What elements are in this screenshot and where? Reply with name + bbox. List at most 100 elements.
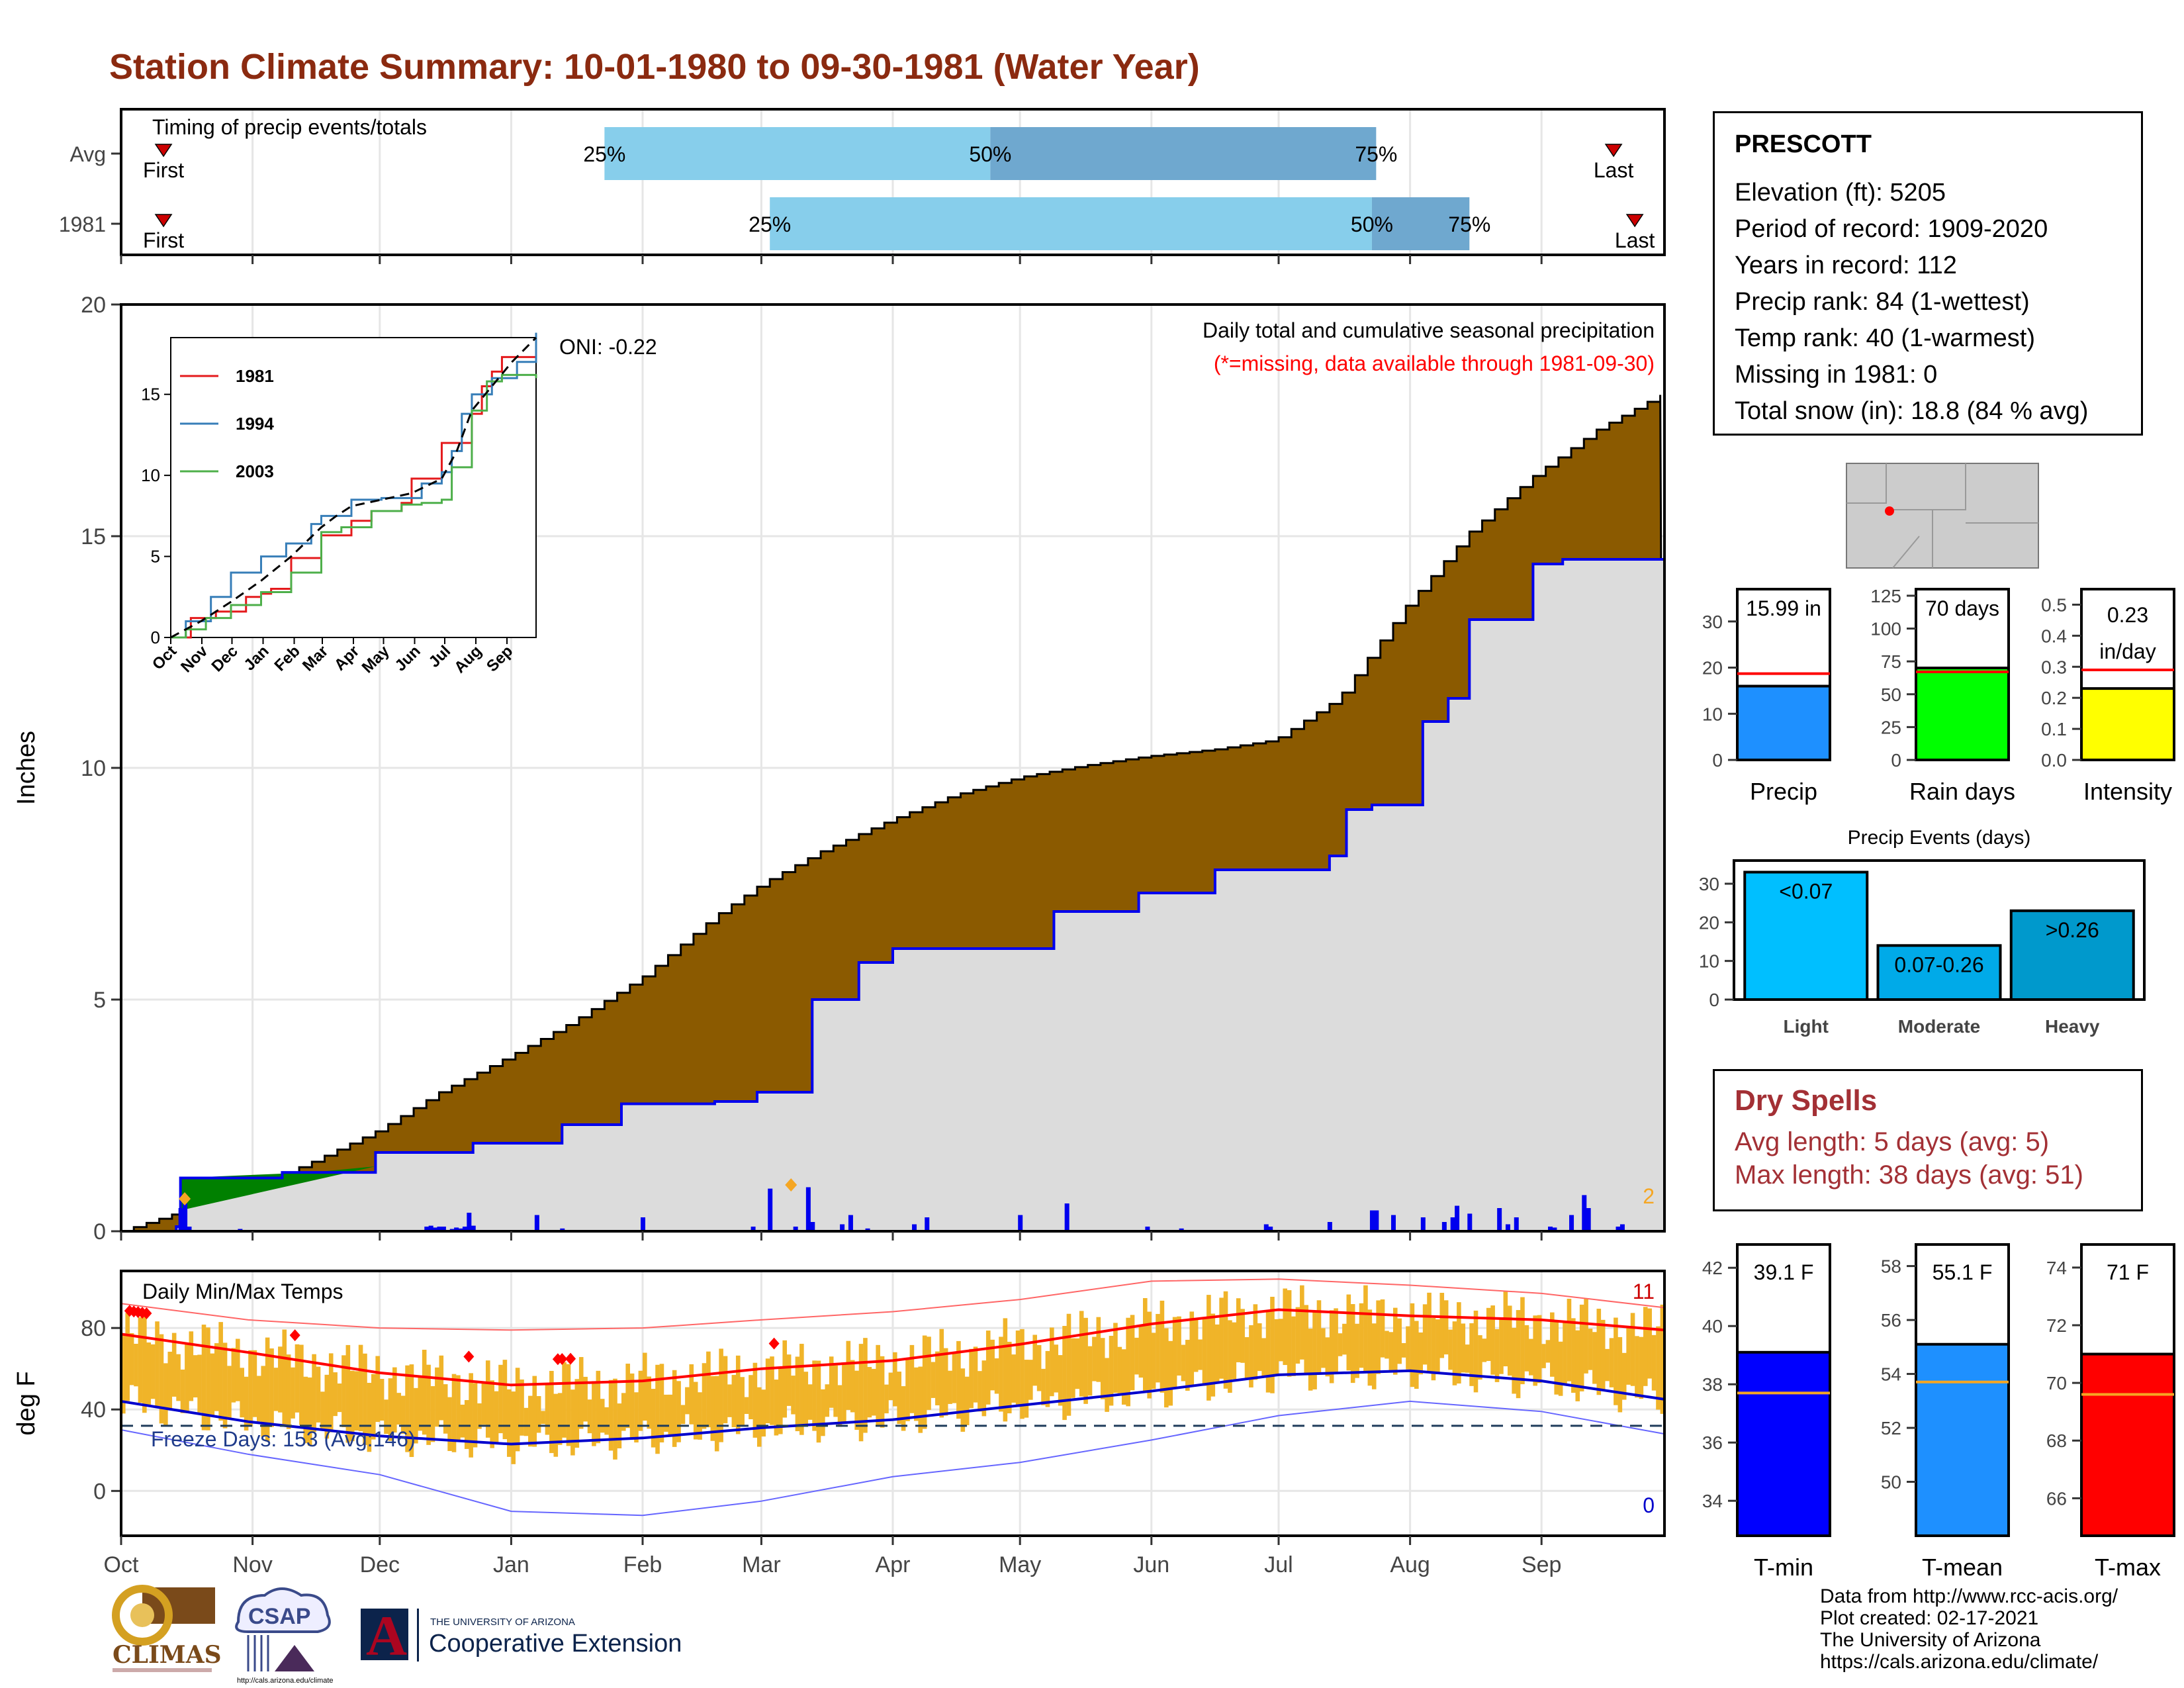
daily-temp-bar-144 [731, 1375, 737, 1427]
month-label-4: Feb [623, 1552, 662, 1577]
daily-temp-bar-186 [909, 1344, 915, 1413]
daily-temp-bar-55 [354, 1371, 359, 1431]
daily-temp-bar-231 [1100, 1338, 1105, 1399]
daily-temp-bar-27 [235, 1338, 240, 1401]
daily-temp-bar-253 [1193, 1319, 1199, 1372]
daily-temp-bar-130 [672, 1370, 677, 1447]
daily-temp-bar-203 [981, 1360, 987, 1417]
daily-temp-bar-343 [1575, 1330, 1580, 1401]
events-bar-label-0: <0.07 [1779, 880, 1833, 904]
daily-temp-bar-342 [1571, 1318, 1576, 1393]
temp-gauge-0-value-label: 39.1 F [1754, 1260, 1814, 1284]
ua-block-a: A [366, 1604, 407, 1667]
daily-temp-bar-206 [994, 1358, 999, 1394]
daily-precip-bar-52 [1619, 1224, 1625, 1231]
station-info-box: PRESCOTT Elevation (ft): 5205 Period of … [1713, 111, 2143, 436]
daily-temp-bar-114 [604, 1407, 609, 1435]
daily-temp-bar-134 [689, 1364, 694, 1425]
daily-precip-bar-15 [534, 1215, 539, 1231]
month-label-5: Mar [742, 1552, 781, 1577]
daily-temp-bar-189 [922, 1335, 927, 1429]
daily-precip-bar-28 [1018, 1215, 1023, 1231]
daily-temp-bar-71 [422, 1350, 427, 1435]
daily-temp-bar-5 [142, 1313, 147, 1413]
daily-temp-bar-136 [698, 1392, 702, 1440]
daily-temp-bar-174 [858, 1344, 864, 1442]
daily-precip-bar-5 [428, 1225, 433, 1231]
precip-gauge-2-ytick-label-5: 0.5 [2041, 594, 2067, 615]
dry-avg-length: Avg length: 5 days (avg: 5) [1735, 1127, 2050, 1156]
precip-note: Daily total and cumulative seasonal prec… [1203, 318, 1655, 342]
daily-temp-bar-143 [727, 1384, 732, 1417]
precip-gauge-1-ytick-label-5: 125 [1870, 586, 1901, 606]
daily-temp-bar-300 [1392, 1307, 1398, 1375]
daily-temp-bar-286 [1334, 1308, 1338, 1374]
precip-ytick-label-4: 20 [81, 293, 106, 318]
daily-precip-bar-48 [1569, 1215, 1574, 1231]
precip-gauge-0-ytick-label-1: 10 [1702, 704, 1723, 724]
month-label-8: Jun [1133, 1552, 1169, 1577]
timing-first-label-0: First [143, 158, 184, 182]
daily-temp-bar-152 [765, 1358, 770, 1424]
daily-temp-bar-161 [803, 1372, 809, 1425]
page-title: Station Climate Summary: 10-01-1980 to 0… [109, 47, 1200, 87]
timing-first-label-1: First [143, 228, 184, 252]
daily-temp-bar-16 [189, 1331, 194, 1401]
daily-temp-bar-274 [1283, 1288, 1288, 1366]
dry-max-length: Max length: 38 days (avg: 51) [1735, 1160, 2083, 1190]
daily-precip-bar-23 [840, 1224, 845, 1231]
daily-temp-bar-168 [833, 1365, 838, 1417]
daily-temp-bar-232 [1105, 1358, 1109, 1412]
daily-temp-bar-289 [1346, 1294, 1351, 1371]
daily-temp-bar-278 [1300, 1285, 1304, 1360]
daily-temp-bar-11 [167, 1351, 173, 1411]
daily-temp-bar-357 [1635, 1336, 1639, 1398]
daily-temp-bar-50 [333, 1372, 338, 1417]
daily-precip-bar-8 [441, 1227, 446, 1231]
month-label-7: May [999, 1552, 1041, 1577]
daily-temp-bar-37 [278, 1346, 283, 1413]
daily-temp-bar-150 [756, 1387, 762, 1447]
temp-gauge-0-ytick-label-2: 38 [1702, 1374, 1723, 1395]
daily-temp-bar-62 [384, 1399, 388, 1434]
precip-gauge-1-value-label: 70 days [1925, 596, 1999, 620]
precip-gauge-2-value-label: 0.23 [2107, 603, 2148, 627]
daily-temp-bar-299 [1388, 1332, 1394, 1372]
daily-temp-bar-0 [121, 1334, 126, 1414]
daily-temp-bar-17 [193, 1355, 198, 1398]
temps-ytick-label-1: 40 [81, 1397, 106, 1423]
daily-temp-bar-282 [1316, 1300, 1322, 1375]
daily-temp-bar-138 [706, 1351, 711, 1428]
daily-temp-bar-302 [1401, 1342, 1406, 1358]
daily-temp-bar-260 [1223, 1291, 1228, 1389]
obs-cumulative-line [121, 490, 1666, 1233]
temp-gauge-0-category: T-min [1754, 1554, 1813, 1581]
precip-ytick-label-0: 0 [93, 1219, 106, 1244]
daily-temp-bar-80 [460, 1404, 465, 1438]
daily-temp-bar-258 [1214, 1324, 1220, 1382]
avg-tmin-line [120, 1369, 1665, 1446]
daily-temp-bar-151 [761, 1389, 766, 1437]
precip-gauge-1-ytick-label-3: 75 [1881, 651, 1901, 672]
daily-temp-bar-349 [1600, 1319, 1606, 1390]
daily-temp-bar-318 [1469, 1323, 1474, 1386]
daily-temp-bar-173 [854, 1370, 859, 1430]
inset-legend-label-2: 2003 [236, 461, 274, 481]
daily-temp-bar-276 [1291, 1316, 1296, 1376]
events-category-1: Moderate [1898, 1016, 1980, 1037]
daily-temp-bar-22 [214, 1343, 219, 1411]
daily-temp-bar-288 [1342, 1323, 1347, 1355]
daily-temp-bar-77 [447, 1397, 452, 1451]
daily-temp-bar-153 [770, 1356, 774, 1425]
daily-temp-bar-166 [825, 1384, 830, 1417]
daily-temp-bar-185 [905, 1359, 910, 1421]
daily-temp-bar-301 [1397, 1318, 1402, 1364]
daily-temp-bar-212 [1020, 1329, 1024, 1419]
daily-precip-bar-46 [1548, 1227, 1553, 1231]
temp-gauge-2-ytick-label-0: 66 [2046, 1488, 2067, 1509]
timing-p50-label-1: 50% [1351, 212, 1393, 236]
daily-precip-bar-0 [178, 1208, 183, 1231]
daily-temp-bar-97 [532, 1376, 537, 1447]
daily-temp-bar-348 [1596, 1309, 1602, 1395]
daily-temp-bar-358 [1639, 1336, 1644, 1399]
